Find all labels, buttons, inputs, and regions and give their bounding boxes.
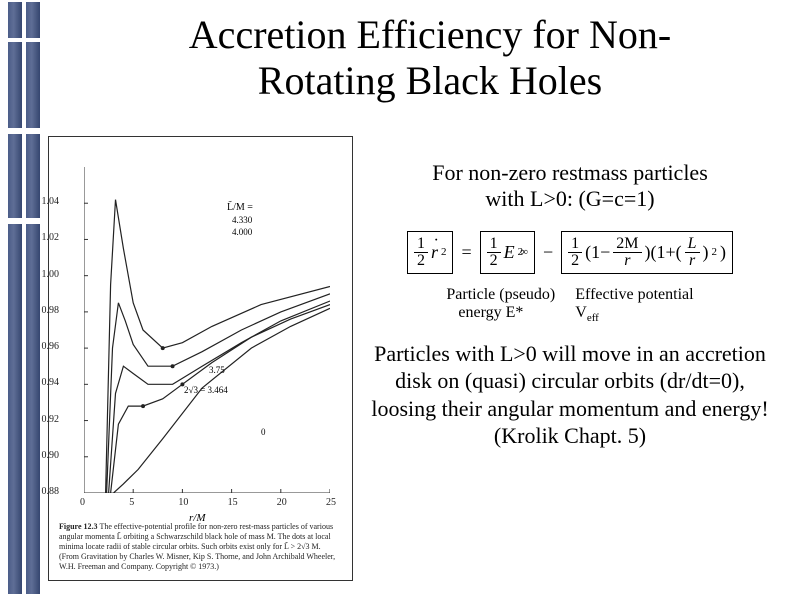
conclusion-text: Particles with L>0 will move in an accre…: [360, 340, 780, 450]
potential-term-label: Effective potential Veff: [575, 286, 693, 324]
slide-side-accent: [0, 0, 44, 595]
eq-lhs-box: 12 r2: [407, 231, 454, 274]
curve-label-3: 2√3 = 3.464: [184, 385, 228, 395]
minus-sign: −: [541, 242, 555, 263]
eq-potential-box: 12 (1− 2Mr )(1+( Lr )2): [561, 231, 733, 274]
curve-label-0: 4.330: [232, 215, 252, 225]
effective-potential-figure: 0.880.900.920.940.960.981.001.021.04 051…: [48, 136, 353, 581]
curve-label-1: 4.000: [232, 227, 252, 237]
content-right-column: For non-zero restmass particles with L>0…: [360, 160, 780, 450]
equals-sign: =: [459, 242, 473, 263]
intro-text: For non-zero restmass particles with L>0…: [360, 160, 780, 213]
l-tilde-header: L̃/M =: [227, 202, 253, 213]
equation-term-labels: Particle (pseudo) energy E* Effective po…: [360, 286, 780, 324]
energy-term-label: Particle (pseudo) energy E*: [446, 286, 555, 324]
curve-label-4: 0: [261, 427, 266, 437]
figure-caption: Figure 12.3 The effective-potential prof…: [59, 522, 342, 572]
equation-row: 12 r2 = 12 E2∞ − 12 (1− 2Mr )(1+( Lr )2): [360, 231, 780, 274]
slide-title: Accretion Efficiency for Non-Rotating Bl…: [120, 12, 740, 104]
curve-label-2: 3.75: [209, 365, 225, 375]
chart-svg: [84, 167, 330, 493]
eq-energy-box: 12 E2∞: [480, 231, 535, 274]
